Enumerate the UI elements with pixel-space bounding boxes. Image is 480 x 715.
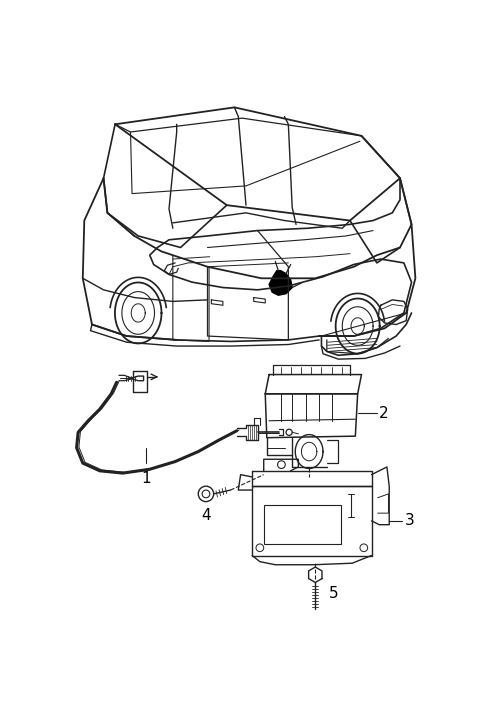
Text: 3: 3 <box>405 513 414 528</box>
Text: 2: 2 <box>379 405 389 420</box>
Polygon shape <box>269 270 292 295</box>
Bar <box>264 506 341 544</box>
Text: 5: 5 <box>329 586 339 601</box>
Text: 4: 4 <box>201 508 211 523</box>
Text: 1: 1 <box>141 470 151 485</box>
